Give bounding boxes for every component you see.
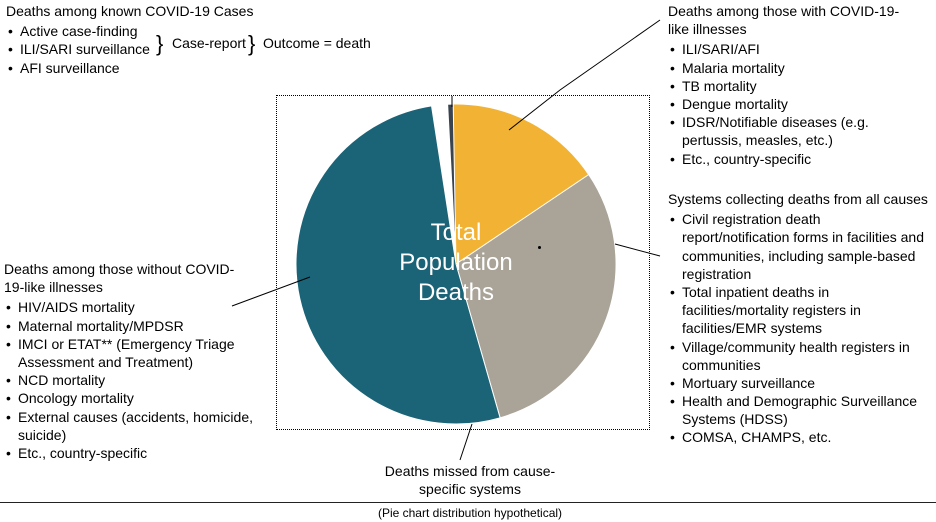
divider [0, 502, 936, 503]
list-item: Health and Demographic Surveillance Syst… [668, 392, 928, 428]
bracket-icon: } [156, 18, 163, 70]
section-missed-title: Deaths missed from cause-specific system… [380, 462, 560, 498]
list-item: Mortuary surveillance [668, 374, 928, 392]
pie-svg [296, 104, 616, 424]
list-item: Etc., country-specific [668, 150, 918, 168]
list-item: IMCI or ETAT** (Emergency Triage Assessm… [4, 335, 254, 371]
list-item: Oncology mortality [4, 389, 254, 407]
list-item: NCD mortality [4, 371, 254, 389]
section-noncov-title: Deaths among those without COVID-19-like… [4, 260, 254, 296]
section-allcause: Systems collecting deaths from all cause… [668, 190, 928, 447]
list-item: ILI/SARI/AFI [668, 40, 918, 58]
section-covlike: Deaths among those with COVID-19-like il… [668, 2, 918, 168]
section-covlike-title: Deaths among those with COVID-19-like il… [668, 2, 918, 38]
pie-center-dot [538, 246, 541, 249]
pie-chart: Total Population Deaths [296, 104, 616, 424]
footnote: (Pie chart distribution hypothetical) [340, 506, 600, 520]
section-allcause-list: Civil registration death report/notifica… [668, 210, 928, 446]
list-item: Village/community health registers in co… [668, 338, 928, 374]
list-item: IDSR/Notifiable diseases (e.g. pertussis… [668, 113, 918, 149]
list-item: Total inpatient deaths in facilities/mor… [668, 283, 928, 338]
annotation-case-report: Case-report [172, 35, 246, 51]
bracket-icon: } [248, 18, 255, 70]
list-item: Etc., country-specific [4, 444, 254, 462]
list-item: TB mortality [668, 77, 918, 95]
list-item: AFI surveillance [6, 59, 256, 77]
list-item: Malaria mortality [668, 59, 918, 77]
list-item: COMSA, CHAMPS, etc. [668, 428, 928, 446]
list-item: HIV/AIDS mortality [4, 298, 254, 316]
section-noncov: Deaths among those without COVID-19-like… [4, 260, 254, 462]
section-known-title: Deaths among known COVID-19 Cases [6, 2, 256, 20]
section-covlike-list: ILI/SARI/AFI Malaria mortality TB mortal… [668, 40, 918, 167]
list-item: Civil registration death report/notifica… [668, 210, 928, 283]
list-item: Dengue mortality [668, 95, 918, 113]
section-missed: Deaths missed from cause-specific system… [380, 462, 560, 500]
list-item: Maternal mortality/MPDSR [4, 317, 254, 335]
list-item: External causes (accidents, homicide, su… [4, 408, 254, 444]
section-noncov-list: HIV/AIDS mortality Maternal mortality/MP… [4, 298, 254, 462]
section-allcause-title: Systems collecting deaths from all cause… [668, 190, 928, 208]
figure-root: Deaths among known COVID-19 Cases Active… [0, 0, 936, 522]
annotation-outcome-death: Outcome = death [263, 35, 371, 51]
